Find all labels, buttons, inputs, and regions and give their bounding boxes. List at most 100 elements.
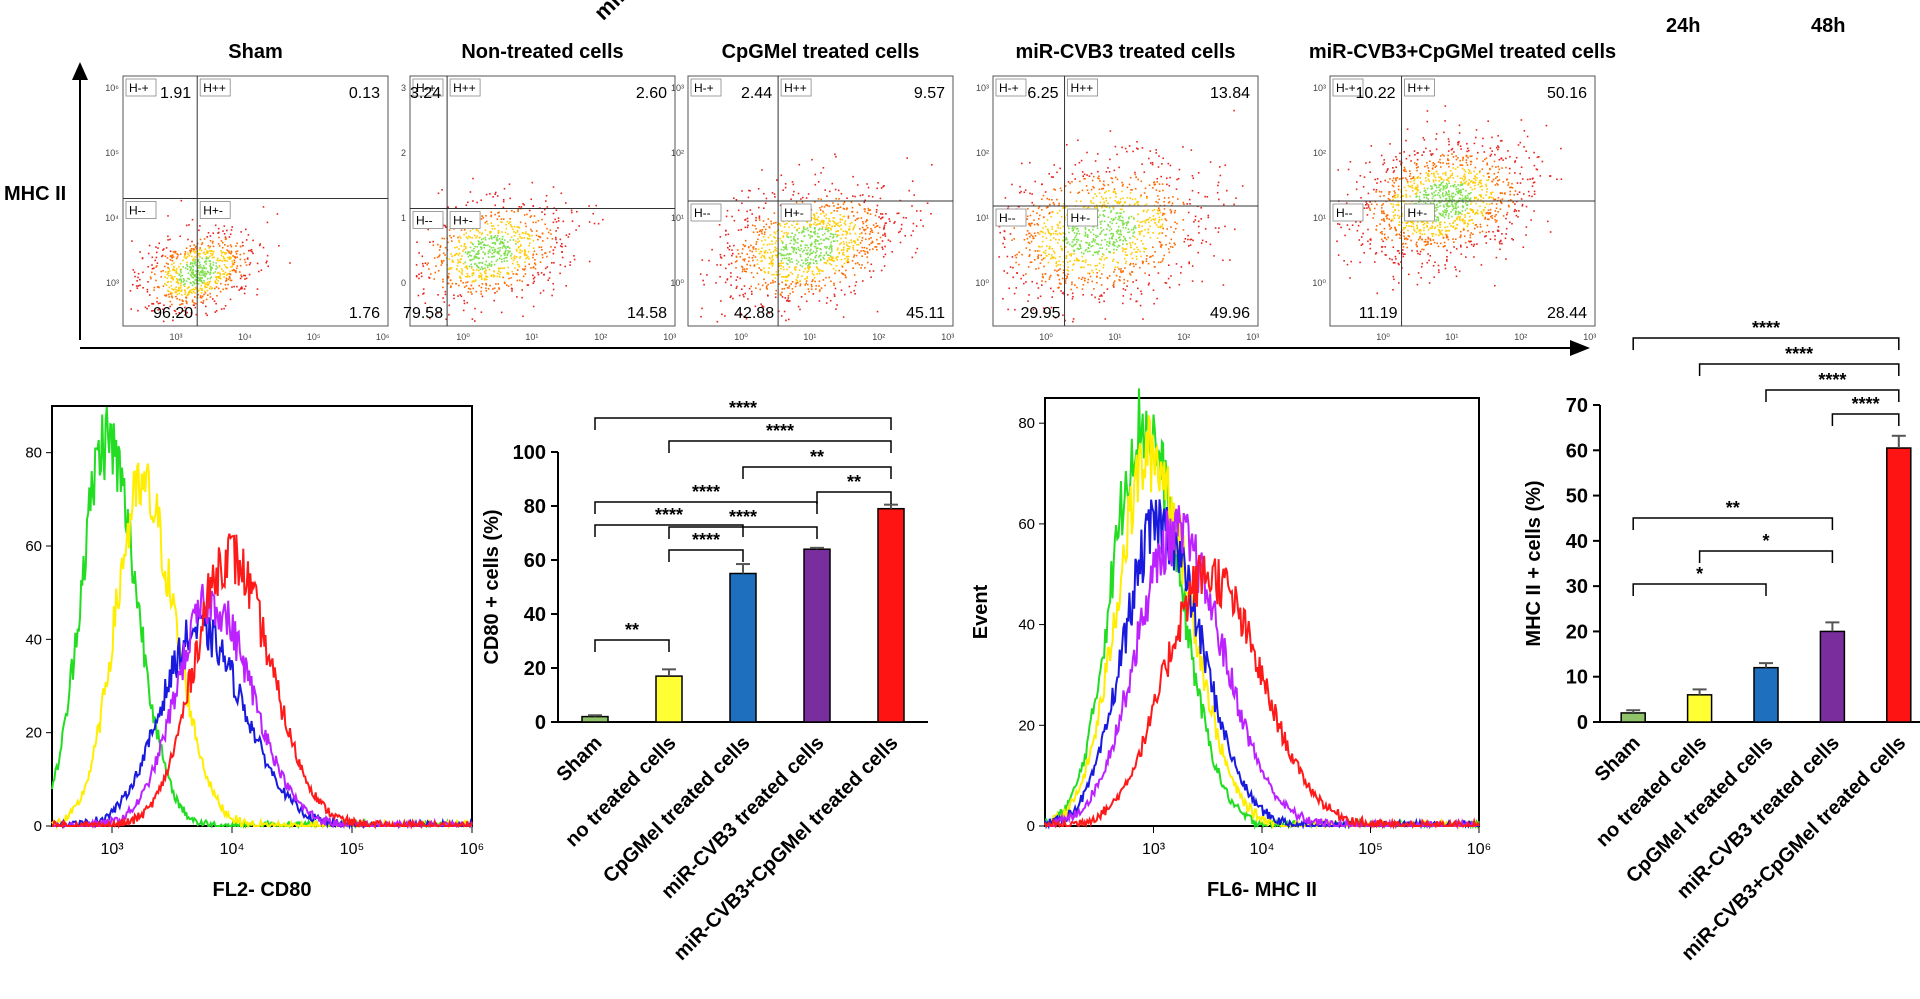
scatter-point <box>1168 197 1170 199</box>
scatter-point <box>525 233 527 235</box>
scatter-point <box>757 239 759 241</box>
scatter-point <box>1049 278 1051 280</box>
scatter-point <box>1410 240 1412 242</box>
scatter-point <box>1490 192 1492 194</box>
scatter-point <box>1482 138 1484 140</box>
scatter-point <box>1061 216 1063 218</box>
scatter-point <box>1170 209 1172 211</box>
scatter-point <box>1004 238 1006 240</box>
scatter-point <box>528 251 530 253</box>
scatter-point <box>1183 204 1185 206</box>
scatter-point <box>1409 236 1411 238</box>
scatter-point <box>188 224 190 226</box>
scatter-point <box>1436 133 1438 135</box>
scatter-point <box>457 295 459 297</box>
scatter-point <box>1115 196 1117 198</box>
scatter-point <box>1111 178 1113 180</box>
scatter-point <box>203 265 205 267</box>
scatter-point <box>167 239 169 241</box>
scatter-point <box>1486 203 1488 205</box>
scatter-point <box>1419 236 1421 238</box>
scatter-point <box>798 193 800 195</box>
scatter-point <box>1062 278 1064 280</box>
scatter-point <box>230 299 232 301</box>
scatter-point <box>1166 220 1168 222</box>
scatter-point <box>1101 295 1103 297</box>
scatter-point <box>556 242 558 244</box>
scatter-point <box>542 257 544 259</box>
scatter-point <box>1460 194 1462 196</box>
scatter-point <box>1438 220 1440 222</box>
scatter-point <box>1116 249 1118 251</box>
scatter-point <box>1470 156 1472 158</box>
scatter-point <box>212 232 214 234</box>
scatter-point <box>1410 178 1412 180</box>
scatter-point <box>167 215 169 217</box>
scatter-point <box>885 235 887 237</box>
scatter-point <box>229 271 231 273</box>
scatter-point <box>859 233 861 235</box>
scatter-point <box>826 218 828 220</box>
scatter-point <box>1546 125 1548 127</box>
scatter-point <box>451 240 453 242</box>
scatter-point <box>797 238 799 240</box>
scatter-point <box>781 276 783 278</box>
scatter-point <box>727 278 729 280</box>
scatter-point <box>539 246 541 248</box>
scatter-point <box>1130 274 1132 276</box>
scatter-point <box>1542 161 1544 163</box>
scatter-point <box>1086 174 1088 176</box>
scatter-point <box>1531 196 1533 198</box>
scatter-point <box>790 240 792 242</box>
scatter-point <box>869 233 871 235</box>
scatter-point <box>1458 214 1460 216</box>
scatter-point <box>814 227 816 229</box>
scatter-point <box>1449 206 1451 208</box>
scatter-point <box>184 294 186 296</box>
scatter-point <box>1105 198 1107 200</box>
scatter-point <box>422 293 424 295</box>
scatter-point <box>1425 239 1427 241</box>
scatter-point <box>200 239 202 241</box>
scatter-point <box>183 280 185 282</box>
scatter-point <box>510 255 512 257</box>
scatter-point <box>1455 186 1457 188</box>
scatter-point <box>844 222 846 224</box>
scatter-point <box>755 228 757 230</box>
scatter-point <box>225 288 227 290</box>
scatter-point <box>847 251 849 253</box>
scatter-point <box>215 303 217 305</box>
scatter-point <box>251 249 253 251</box>
scatter-point <box>837 204 839 206</box>
scatter-point <box>1057 212 1059 214</box>
scatter-point <box>442 281 444 283</box>
scatter-point <box>241 276 243 278</box>
scatter-point <box>760 261 762 263</box>
scatter-point <box>1480 226 1482 228</box>
scatter-point <box>213 257 215 259</box>
scatter-point <box>1067 267 1069 269</box>
scatter-point <box>1467 212 1469 214</box>
scatter-point <box>246 264 248 266</box>
scatter-point <box>233 270 235 272</box>
scatter-point <box>814 281 816 283</box>
scatter-panel-title: miR-CVB3+CpGMel treated cells <box>1309 41 1616 63</box>
scatter-point <box>1494 235 1496 237</box>
scatter-point <box>1026 247 1028 249</box>
scatter-point <box>525 266 527 268</box>
scatter-point <box>1031 202 1033 204</box>
scatter-point <box>1097 171 1099 173</box>
scatter-point <box>744 270 746 272</box>
scatter-point <box>763 256 765 258</box>
scatter-point <box>245 229 247 231</box>
scatter-point <box>208 245 210 247</box>
scatter-point <box>137 277 139 279</box>
scatter-point <box>1043 217 1045 219</box>
scatter-point <box>1047 206 1049 208</box>
scatter-point <box>131 240 133 242</box>
scatter-point <box>594 223 596 225</box>
scatter-point <box>1163 201 1165 203</box>
scatter-point <box>461 255 463 257</box>
scatter-point <box>890 241 892 243</box>
scatter-point <box>170 256 172 258</box>
